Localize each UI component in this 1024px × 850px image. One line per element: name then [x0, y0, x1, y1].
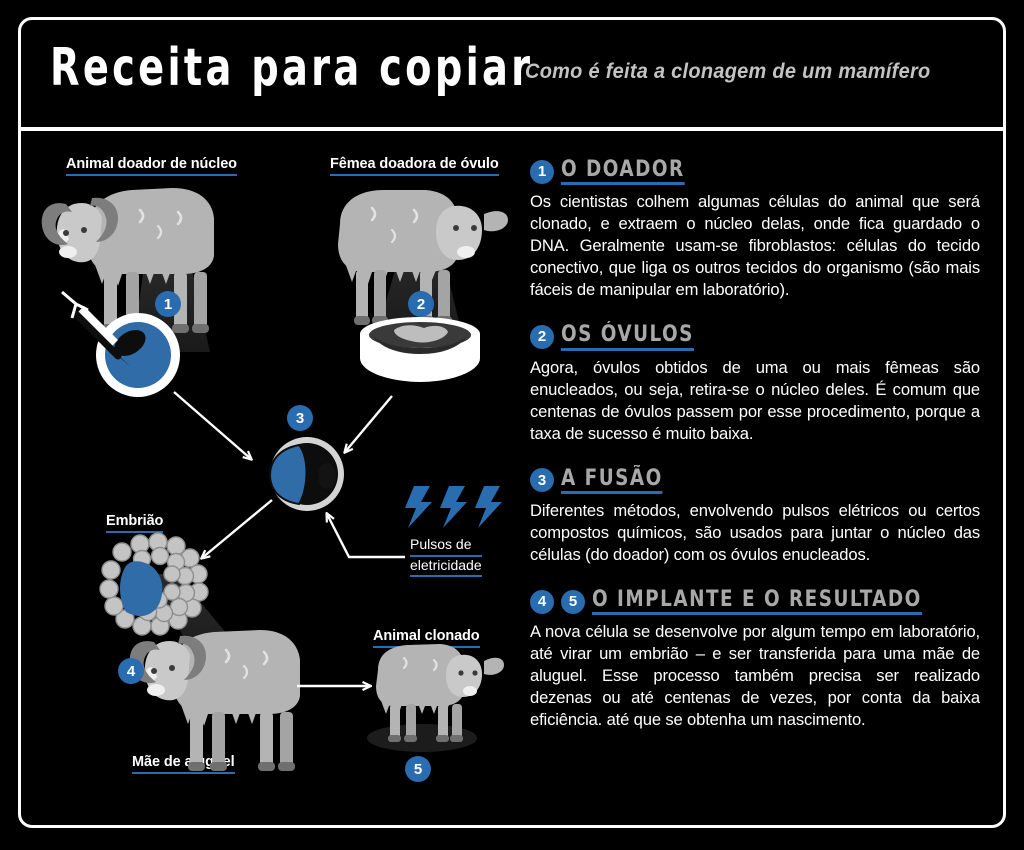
diagram-graphics: [41, 188, 508, 771]
section-2-header: 2 OS ÓVULOS: [530, 323, 980, 351]
arrow-pulses-to-fusion: [327, 514, 405, 559]
pipette-icon: [61, 290, 130, 366]
donor-ram-illustration: [41, 188, 214, 333]
petri-dish-icon: [360, 317, 480, 382]
section-2: 2 OS ÓVULOS Agora, óvulos obtidos de uma…: [530, 323, 980, 444]
label-electric-pulses-line1: Pulsos de: [410, 536, 482, 557]
section-3: 3 A FUSÃO Diferentes métodos, envolvendo…: [530, 467, 980, 566]
section-4: 4 5 O IMPLANTE E O RESULTADO A nova célu…: [530, 588, 980, 731]
arrow-cell-to-fusion: [173, 391, 251, 459]
section-2-badge: 2: [530, 324, 554, 349]
section-4-badge-b: 5: [561, 589, 585, 614]
section-4-badge-a: 4: [530, 589, 554, 614]
cloning-diagram: Animal doador de núcleo Fêmea doadora de…: [22, 134, 522, 824]
label-egg-female: Fêmea doadora de óvulo: [330, 156, 499, 176]
label-donor-animal: Animal doador de núcleo: [66, 156, 237, 176]
section-3-body: Diferentes métodos, envolvendo pulsos el…: [530, 500, 980, 564]
label-electric-pulses: Pulsos de eletricidade: [410, 536, 482, 577]
section-2-body: Agora, óvulos obtidos de uma ou mais fêm…: [530, 357, 980, 443]
section-2-title: OS ÓVULOS: [561, 323, 694, 351]
label-electric-pulses-line2: eletricidade: [410, 557, 482, 577]
step-badge-3: 3: [287, 405, 313, 431]
surrogate-ram-illustration: [129, 630, 300, 771]
section-3-title: A FUSÃO: [561, 467, 663, 494]
header-divider: [21, 127, 1003, 131]
steps-column: 1 O DOADOR Os cientistas colhem algumas …: [530, 158, 980, 753]
section-1-body: Os cientistas colhem algumas células do …: [530, 192, 980, 300]
page-subtitle: Como é feita a clonagem de um mamífero: [525, 60, 931, 83]
section-4-body: A nova célula se desenvolve por algum te…: [530, 622, 980, 730]
step-badge-4: 4: [118, 658, 144, 684]
cloned-lamb-illustration: [367, 644, 504, 752]
section-1-badge: 1: [530, 159, 554, 184]
donor-cell-with-pipette: [61, 290, 180, 397]
page-title: Receita para copiar: [50, 38, 534, 98]
label-embryo: Embrião: [106, 513, 163, 533]
section-1-title: O DOADOR: [561, 158, 685, 186]
fusion-cell: [268, 437, 344, 511]
lightning-bolts-icon: [405, 486, 502, 528]
outer-frame: [18, 17, 1006, 828]
section-4-header: 4 5 O IMPLANTE E O RESULTADO: [530, 588, 980, 616]
section-1: 1 O DOADOR Os cientistas colhem algumas …: [530, 158, 980, 301]
label-surrogate: Mãe de aluguel: [132, 754, 235, 774]
step-badge-2: 2: [408, 291, 434, 317]
section-3-badge: 3: [530, 468, 554, 493]
arrow-dish-to-fusion: [345, 395, 393, 452]
arrow-fusion-to-embryo: [202, 499, 273, 558]
step-badge-1: 1: [155, 291, 181, 317]
step-badge-5: 5: [405, 756, 431, 782]
female-sheep-illustration: [338, 190, 508, 325]
section-3-header: 3 A FUSÃO: [530, 467, 980, 494]
section-1-header: 1 O DOADOR: [530, 158, 980, 186]
embryo-illustration: [99, 532, 209, 636]
section-4-title: O IMPLANTE E O RESULTADO: [592, 588, 922, 616]
